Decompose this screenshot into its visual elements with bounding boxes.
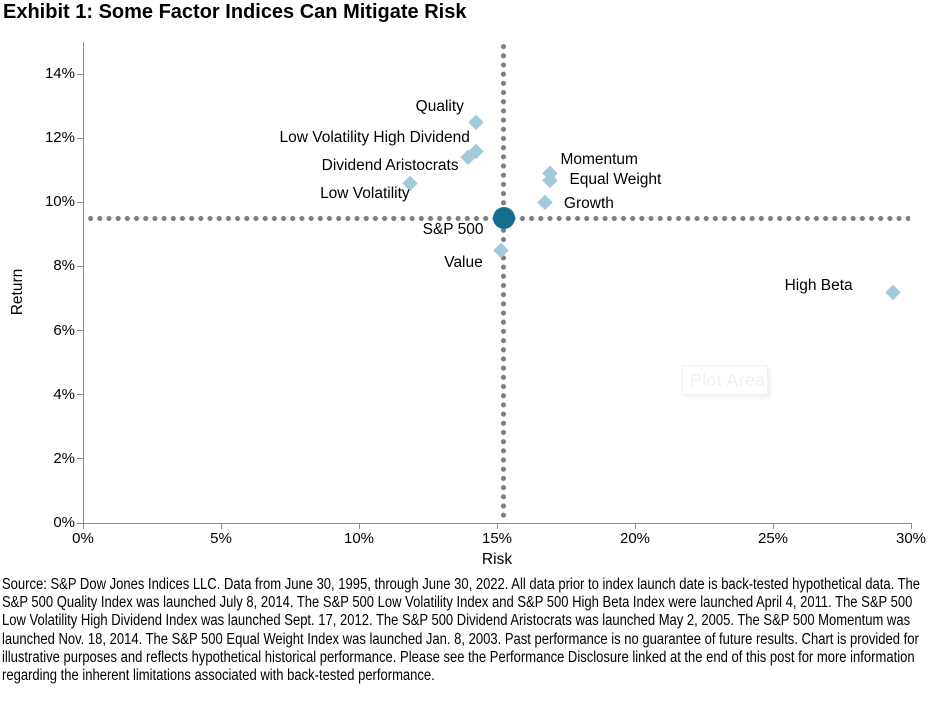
y-tick-label: 4% bbox=[53, 385, 75, 403]
y-tick-label: 10% bbox=[44, 193, 75, 211]
y-tick-mark bbox=[77, 522, 83, 524]
point-label-quality: Quality bbox=[415, 98, 464, 116]
x-tick-label: 0% bbox=[72, 530, 94, 547]
x-tick-label: 20% bbox=[619, 530, 651, 547]
point-label-s-p-500: S&P 500 bbox=[422, 221, 484, 239]
x-tick-mark bbox=[910, 524, 912, 529]
y-tick-label: 2% bbox=[53, 449, 75, 467]
data-point-growth bbox=[537, 194, 553, 210]
source-note: Source: S&P Dow Jones Indices LLC. Data … bbox=[2, 576, 921, 685]
y-tick-label: 12% bbox=[44, 129, 75, 147]
data-point-s-p-500 bbox=[492, 207, 515, 230]
plot-area-watermark-text: Plot Area bbox=[690, 370, 766, 390]
point-label-value: Value bbox=[444, 254, 483, 272]
x-tick-mark bbox=[772, 524, 774, 529]
y-tick-mark bbox=[77, 201, 83, 203]
x-tick-mark bbox=[82, 524, 84, 529]
point-label-momentum: Momentum bbox=[560, 151, 638, 169]
x-tick-label: 5% bbox=[210, 530, 232, 547]
y-tick-mark bbox=[77, 73, 83, 75]
y-tick-label: 14% bbox=[44, 65, 75, 83]
point-label-dividend-aristocrats: Dividend Aristocrats bbox=[321, 157, 459, 175]
x-tick-label: 10% bbox=[343, 530, 375, 547]
chart-title: Exhibit 1: Some Factor Indices Can Mitig… bbox=[3, 1, 467, 23]
y-tick-mark bbox=[77, 394, 83, 396]
x-tick-mark bbox=[634, 524, 636, 529]
y-tick-mark bbox=[77, 330, 83, 332]
point-label-low-volatility: Low Volatility bbox=[320, 185, 410, 203]
point-label-equal-weight: Equal Weight bbox=[569, 170, 662, 188]
y-tick-label: 8% bbox=[53, 257, 75, 275]
plot-area-watermark: Plot Area bbox=[682, 365, 768, 395]
x-tick-label: 25% bbox=[757, 530, 789, 547]
x-tick-mark bbox=[496, 524, 498, 529]
point-label-low-volatility-high-dividend: Low Volatility High Dividend bbox=[279, 129, 470, 147]
y-axis-title: Return bbox=[9, 268, 26, 316]
y-tick-mark bbox=[77, 137, 83, 139]
point-label-growth: Growth bbox=[563, 195, 614, 213]
y-tick-mark bbox=[77, 265, 83, 267]
data-point-quality bbox=[468, 114, 484, 130]
x-tick-label: 30% bbox=[895, 530, 927, 547]
vertical-reference-line bbox=[501, 42, 507, 520]
y-tick-label: 0% bbox=[53, 514, 75, 531]
data-point-high-beta bbox=[885, 284, 901, 300]
y-tick-label: 6% bbox=[53, 321, 75, 339]
y-tick-mark bbox=[77, 458, 83, 460]
point-label-high-beta: High Beta bbox=[784, 277, 853, 295]
x-tick-mark bbox=[358, 524, 360, 529]
x-tick-label: 15% bbox=[481, 530, 513, 547]
plot-area: Plot Area Quality Low Volatility High Div… bbox=[83, 42, 912, 524]
x-axis-title: Risk bbox=[481, 551, 513, 568]
x-tick-mark bbox=[220, 524, 222, 529]
